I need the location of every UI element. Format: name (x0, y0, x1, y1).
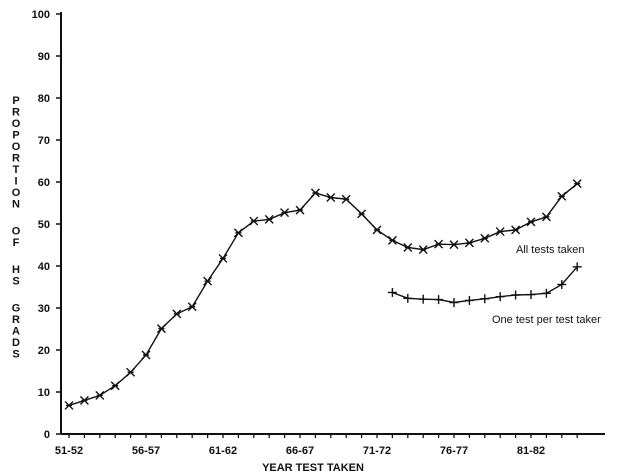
data-point (511, 290, 521, 300)
y-tick-label: 70 (38, 135, 50, 147)
data-point (172, 309, 182, 319)
data-point (341, 194, 351, 204)
y-tick-label: 20 (38, 345, 50, 357)
x-tick-label: 61-62 (209, 445, 237, 457)
data-point (387, 287, 397, 297)
x-tick-label: 76-77 (440, 445, 468, 457)
y-tick-label: 50 (38, 219, 50, 231)
data-point (464, 238, 474, 248)
y-axis-title-letter: P (12, 130, 19, 142)
data-point (95, 390, 105, 400)
chart-axes (60, 12, 605, 435)
data-point (480, 294, 490, 304)
x-axis-ticks: 51-52 56-57 61-62 66-67 71-72 76-77 81-82 (55, 434, 578, 457)
x-tick-label: 56-57 (132, 445, 160, 457)
data-point (557, 191, 567, 201)
chart-series (64, 179, 582, 410)
data-point (418, 245, 428, 255)
data-point (403, 293, 413, 303)
data-point (464, 295, 474, 305)
y-axis-title-letter: T (13, 164, 20, 176)
data-point (572, 179, 582, 189)
data-point (541, 212, 551, 222)
y-axis-title-letter: F (13, 237, 20, 249)
data-point (403, 243, 413, 253)
y-axis-title-letter: H (12, 264, 20, 276)
y-tick-label: 100 (32, 9, 50, 21)
data-point (295, 205, 305, 215)
data-point (326, 193, 336, 203)
y-axis-title-letter: I (14, 176, 17, 188)
series-label-all-tests: All tests taken (516, 244, 584, 256)
data-point (310, 188, 320, 198)
series-label-one-test: One test per test taker (492, 314, 601, 326)
y-axis-title-letter: D (12, 337, 20, 349)
data-point (387, 235, 397, 245)
series-line (68, 183, 578, 407)
data-point (233, 228, 243, 238)
data-point (541, 288, 551, 298)
y-axis-title-letter: O (12, 187, 21, 199)
data-point (357, 209, 367, 219)
y-axis-title-letter: R (12, 107, 20, 119)
y-tick-label: 60 (38, 177, 50, 189)
y-tick-label: 30 (38, 303, 50, 315)
data-point (64, 400, 74, 410)
data-point (372, 225, 382, 235)
y-tick-label: 10 (38, 387, 50, 399)
data-point (79, 395, 89, 405)
y-axis-title-letter: O (12, 118, 21, 130)
data-point (156, 324, 166, 334)
y-tick-label: 40 (38, 261, 50, 273)
data-point (480, 233, 490, 243)
data-point (449, 298, 459, 308)
data-point (434, 295, 444, 305)
data-point (572, 262, 582, 272)
y-tick-label: 0 (44, 429, 50, 441)
y-axis-title-letter: O (12, 226, 21, 238)
data-point (495, 227, 505, 237)
y-axis-title-letter: A (12, 326, 20, 338)
x-tick-label: 51-52 (55, 445, 83, 457)
y-axis-title-letter: G (12, 303, 21, 315)
data-point (203, 276, 213, 286)
data-point (249, 216, 259, 226)
y-axis-title-letter: O (12, 141, 21, 153)
data-point (280, 208, 290, 218)
data-point (557, 279, 567, 289)
data-point (526, 217, 536, 227)
y-axis-title-letter: P (12, 95, 19, 107)
x-tick-label: 66-67 (286, 445, 314, 457)
data-point (218, 253, 228, 263)
data-point (526, 290, 536, 300)
data-point (495, 292, 505, 302)
y-axis-title-letter: S (12, 276, 19, 288)
data-point (187, 302, 197, 312)
y-axis-title-letter: R (12, 153, 20, 165)
y-axis-title-letter: R (12, 314, 20, 326)
y-axis-title-letter: S (12, 349, 19, 361)
x-tick-label: 71-72 (363, 445, 391, 457)
data-point (511, 225, 521, 235)
data-point (449, 240, 459, 250)
data-point (110, 381, 120, 391)
data-point (418, 294, 428, 304)
data-point (264, 214, 274, 224)
y-axis-title-letter: N (12, 199, 20, 211)
series-one-test-per-taker (387, 262, 582, 308)
x-axis-title: YEAR TEST TAKEN (262, 462, 364, 474)
data-point (434, 239, 444, 249)
y-axis-ticks: 0 10 20 30 40 50 60 70 80 90 100 (32, 9, 61, 441)
y-tick-label: 80 (38, 93, 50, 105)
series-all-tests-taken (64, 179, 582, 410)
data-point (126, 367, 136, 377)
x-tick-label: 81-82 (517, 445, 545, 457)
y-tick-label: 90 (38, 51, 50, 63)
data-point (141, 350, 151, 360)
